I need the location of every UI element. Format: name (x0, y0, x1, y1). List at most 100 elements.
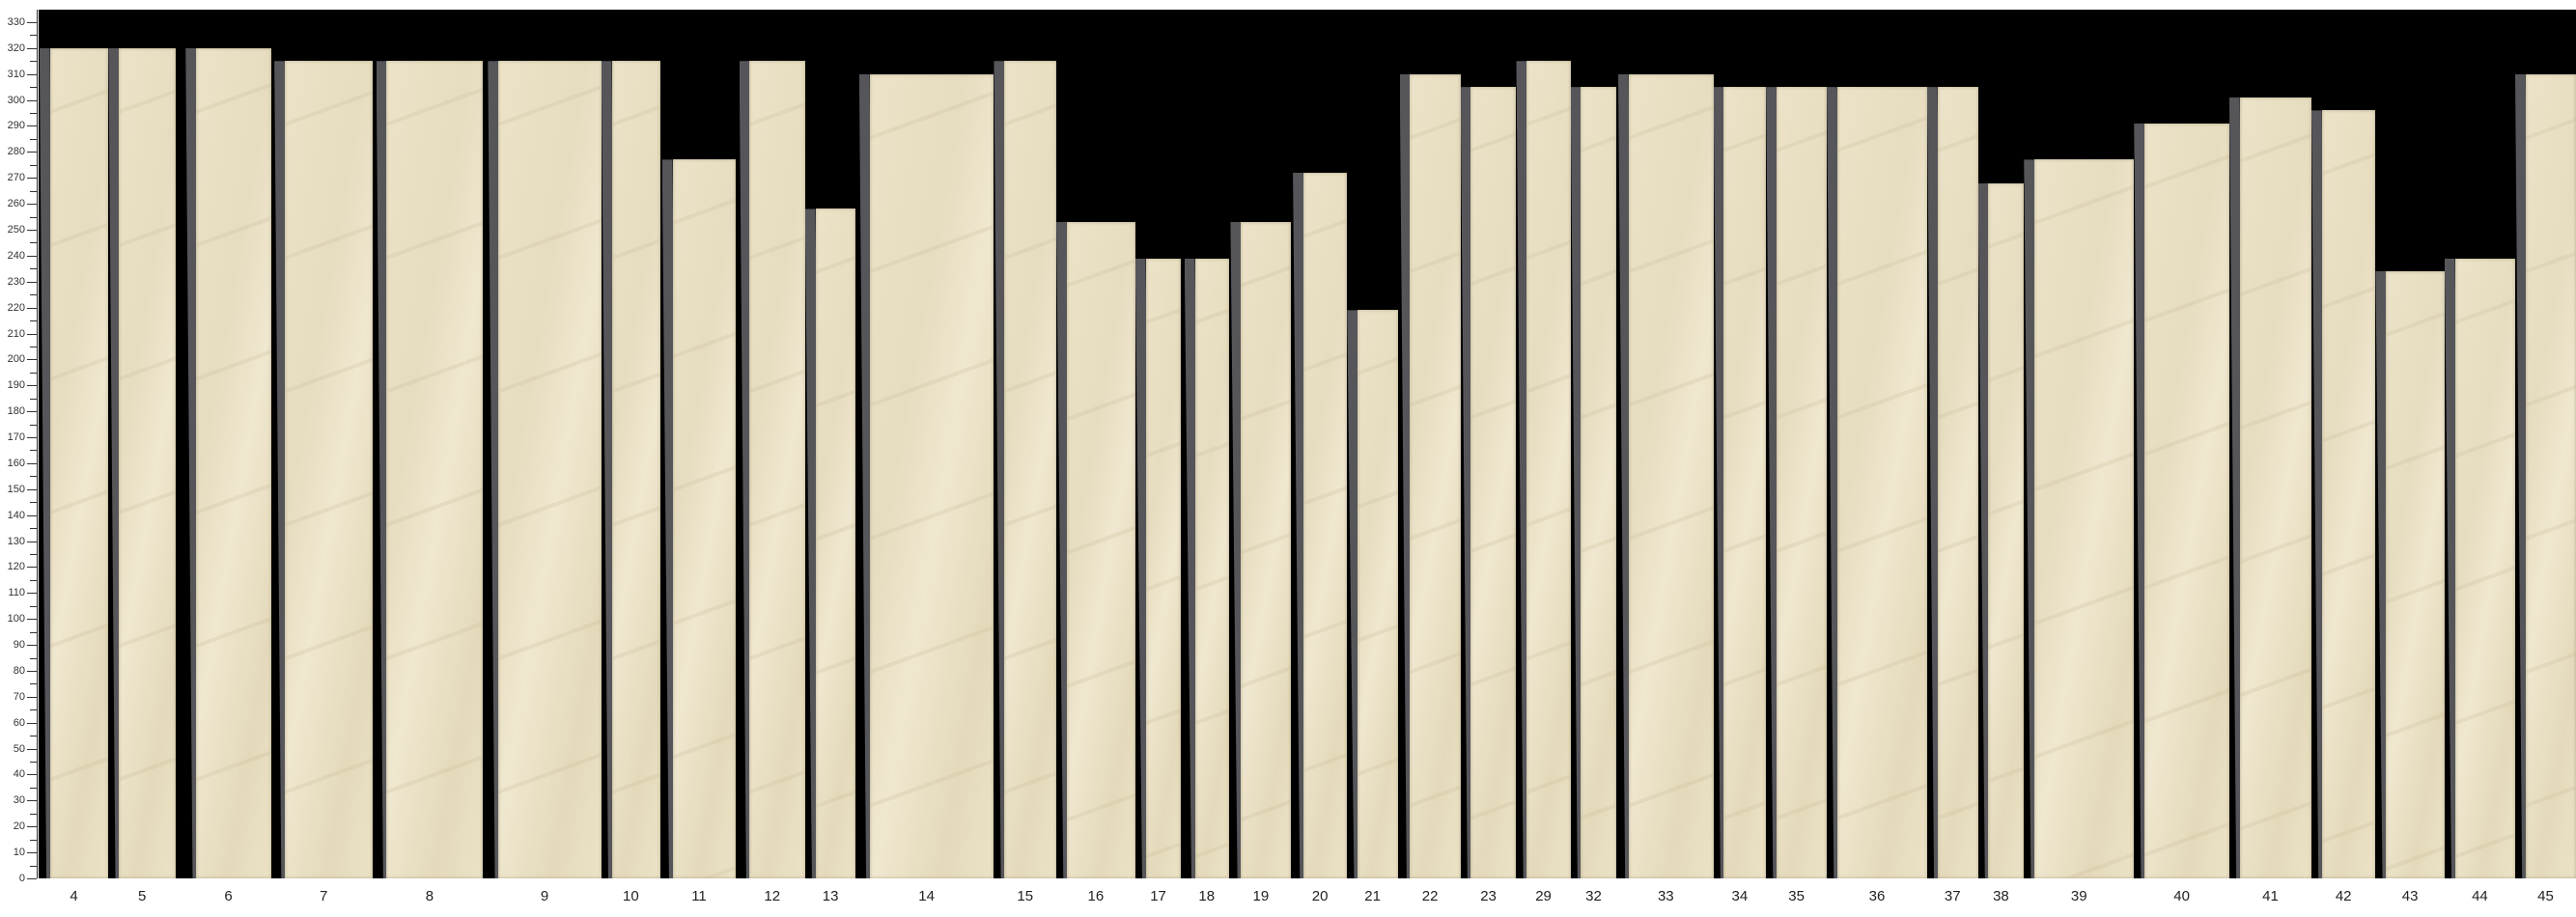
ruler-tick-label: 50 (13, 742, 25, 755)
ruler-tick-label: 190 (7, 379, 25, 392)
ruler-tick (30, 476, 37, 478)
board-label: 37 (1944, 888, 1961, 904)
ruler-tick (30, 320, 37, 322)
ruler-tick (27, 178, 37, 180)
ruler-tick (30, 657, 37, 659)
ruler-tick-label: 310 (7, 68, 25, 80)
board-label: 7 (320, 888, 328, 904)
veneer-sheet (2321, 110, 2376, 878)
ruler-tick (27, 230, 37, 231)
ruler-tick (27, 125, 37, 127)
ruler-tick (30, 762, 37, 764)
veneer-sheet (196, 47, 271, 879)
veneer-sheet (1776, 87, 1828, 878)
ruler-tick (27, 645, 37, 647)
ruler-tick (30, 424, 37, 426)
board-label: 9 (540, 888, 549, 904)
ruler-tick (30, 813, 37, 815)
ruler-tick-label: 100 (7, 613, 25, 625)
veneer-sheet (749, 61, 805, 878)
board-label: 41 (2262, 888, 2279, 904)
ruler-tick (27, 411, 37, 413)
ruler-tick-label: 110 (8, 587, 25, 599)
board-label: 6 (224, 888, 233, 904)
ruler-tick-label: 200 (7, 353, 25, 366)
ruler-tick-label: 330 (7, 15, 25, 28)
ruler-tick (27, 333, 37, 335)
ruler-tick (30, 61, 37, 63)
veneer-sheet (1241, 221, 1292, 879)
ruler-tick (27, 255, 37, 257)
board-label: 32 (1585, 888, 1602, 904)
ruler-tick-label: 180 (7, 405, 25, 418)
ruler-tick (30, 113, 37, 115)
ruler-tick (27, 152, 37, 153)
ruler-tick (30, 268, 37, 270)
board-label: 11 (691, 888, 707, 904)
board-label: 23 (1480, 888, 1497, 904)
ruler-tick-label: 20 (13, 820, 25, 833)
ruler-tick (30, 190, 37, 192)
ruler-tick (30, 683, 37, 685)
ruler-tick-label: 130 (7, 535, 25, 547)
ruler-tick-label: 30 (13, 794, 25, 807)
veneer-sheet (1004, 61, 1057, 878)
board-label: 10 (623, 888, 639, 904)
ruler-tick (30, 787, 37, 789)
ruler-tick (27, 307, 37, 309)
board-label: 21 (1364, 888, 1381, 904)
ruler-tick (30, 398, 37, 400)
ruler-tick-label: 170 (7, 431, 25, 444)
veneer-sheet (2239, 97, 2312, 879)
ruler-tick (30, 87, 37, 89)
ruler-tick (30, 216, 37, 218)
board-label: 34 (1731, 888, 1749, 904)
veneer-sheet (1194, 258, 1229, 879)
ruler-tick (30, 138, 37, 140)
ruler-tick-label: 240 (7, 249, 25, 262)
ruler-tick-label: 120 (7, 561, 25, 573)
ruler-tick-label: 300 (7, 94, 25, 106)
veneer-sheet (1302, 172, 1348, 879)
ruler-tick (30, 502, 37, 504)
ruler-tick (27, 359, 37, 361)
veneer-sheet (815, 208, 856, 878)
board-label: 18 (1198, 888, 1216, 904)
ruler-tick (27, 722, 37, 724)
ruler-tick (27, 774, 37, 776)
ruler-tick (30, 631, 37, 633)
veneer-sheet (119, 47, 177, 879)
ruler-tick (30, 839, 37, 841)
ruler-tick (27, 619, 37, 621)
board-label: 15 (1017, 888, 1034, 904)
board-label: 38 (1993, 888, 2009, 904)
ruler-tick (30, 242, 37, 244)
ruler-tick-label: 220 (7, 301, 25, 314)
ruler-tick (27, 488, 37, 490)
veneer-sheet (869, 73, 994, 879)
veneer-sheet (611, 61, 661, 878)
veneer-sheet (386, 61, 484, 878)
board-label: 40 (2173, 888, 2190, 904)
board-label: 45 (2537, 888, 2554, 904)
board-label: 19 (1252, 888, 1270, 904)
board-label: 22 (1421, 888, 1439, 904)
veneer-sheet (1358, 310, 1398, 878)
ruler-tick-label: 270 (7, 172, 25, 184)
ruler-tick (27, 437, 37, 439)
ruler-tick-label: 230 (7, 275, 25, 288)
ruler-tick-label: 210 (7, 327, 25, 340)
ruler-tick-label: 60 (13, 716, 25, 729)
board-label: 4 (70, 888, 78, 904)
veneer-sheet (1723, 87, 1767, 878)
veneer-sheet (2144, 123, 2229, 879)
ruler-tick (27, 696, 37, 698)
ruler-tick-label: 80 (13, 664, 25, 677)
ruler-tick (27, 800, 37, 802)
board-label: 39 (2070, 888, 2087, 904)
ruler-tick-label: 260 (7, 198, 25, 210)
ruler-tick-label: 320 (7, 42, 25, 54)
ruler-tick-label: 0 (18, 873, 25, 884)
veneer-sheet (1988, 182, 2025, 879)
veneer-sheet (672, 159, 737, 878)
